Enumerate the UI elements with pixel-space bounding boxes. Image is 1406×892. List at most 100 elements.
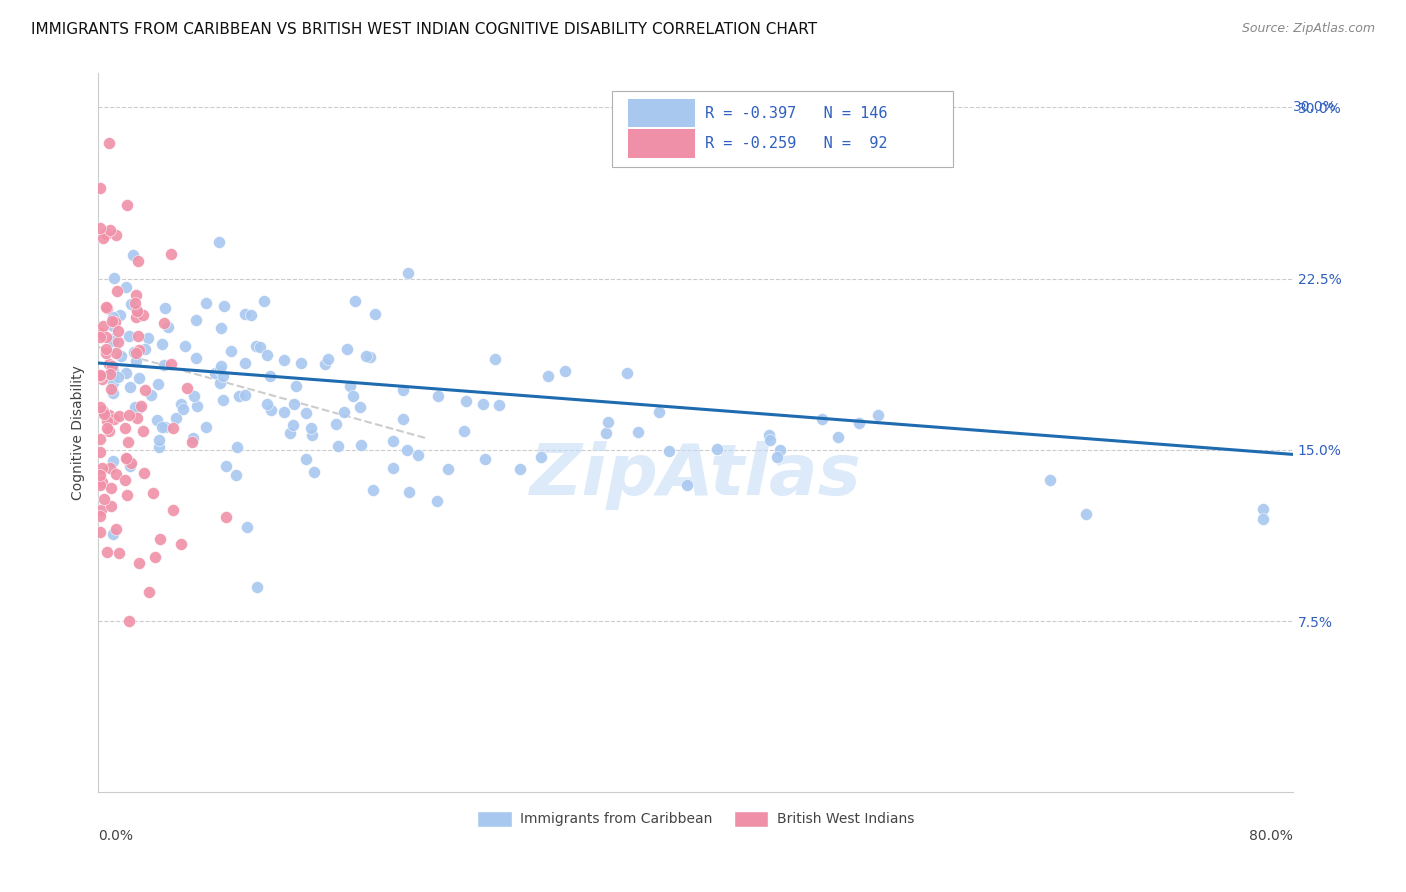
- Point: [246, 580, 269, 594]
- Point: [90, 326, 112, 341]
- Point: [598, 415, 620, 429]
- Point: [94, 345, 117, 359]
- Point: [759, 433, 782, 447]
- Point: [122, 344, 145, 359]
- Point: [1038, 473, 1060, 487]
- Point: [100, 382, 122, 396]
- Point: [406, 449, 429, 463]
- Point: [456, 393, 478, 408]
- Point: [260, 403, 283, 417]
- Point: [392, 412, 415, 426]
- Point: [1074, 508, 1097, 522]
- Point: [212, 392, 235, 407]
- Point: [115, 488, 138, 502]
- Text: ZipAtlas: ZipAtlas: [530, 442, 862, 510]
- Point: [114, 280, 136, 294]
- Point: [142, 486, 165, 500]
- Point: [233, 356, 256, 370]
- Point: [157, 320, 180, 334]
- Point: [105, 284, 128, 298]
- Point: [105, 345, 128, 359]
- Point: [138, 584, 160, 599]
- Point: [706, 442, 728, 456]
- Point: [554, 364, 576, 378]
- Point: [143, 550, 166, 565]
- Point: [117, 435, 139, 450]
- Point: [96, 545, 118, 559]
- Point: [105, 467, 128, 482]
- Point: [209, 321, 232, 335]
- Point: [152, 358, 174, 372]
- Point: [186, 399, 208, 413]
- Point: [103, 454, 125, 468]
- Point: [427, 389, 450, 403]
- Point: [233, 388, 256, 402]
- Point: [127, 328, 149, 343]
- Point: [339, 379, 361, 393]
- Point: [273, 405, 295, 419]
- Point: [214, 510, 236, 524]
- Point: [98, 425, 121, 439]
- Point: [114, 451, 136, 466]
- Text: R = -0.397   N = 146: R = -0.397 N = 146: [706, 105, 887, 120]
- Point: [107, 324, 129, 338]
- Legend: Immigrants from Caribbean, British West Indians: Immigrants from Caribbean, British West …: [472, 805, 920, 832]
- Point: [91, 372, 114, 386]
- Point: [301, 428, 323, 442]
- Point: [160, 247, 183, 261]
- Point: [91, 404, 114, 418]
- Point: [537, 368, 560, 383]
- Point: [295, 451, 318, 466]
- Point: [93, 407, 115, 421]
- Point: [124, 400, 146, 414]
- Point: [103, 332, 125, 346]
- Point: [89, 432, 111, 446]
- Point: [295, 406, 318, 420]
- Point: [104, 523, 127, 537]
- Point: [110, 309, 132, 323]
- Point: [100, 482, 122, 496]
- Point: [769, 443, 792, 458]
- Point: [398, 484, 420, 499]
- Point: [96, 330, 118, 344]
- Point: [165, 410, 187, 425]
- Point: [89, 444, 111, 458]
- Point: [382, 434, 405, 448]
- Point: [153, 301, 176, 316]
- Point: [176, 381, 198, 395]
- Point: [120, 456, 142, 470]
- Point: [107, 409, 129, 424]
- Point: [208, 363, 231, 377]
- Point: [118, 614, 141, 628]
- Point: [125, 310, 148, 325]
- Point: [98, 461, 121, 475]
- Point: [488, 398, 510, 412]
- Point: [240, 309, 263, 323]
- Point: [115, 197, 138, 211]
- Point: [103, 334, 125, 348]
- Point: [396, 443, 419, 458]
- Point: [316, 352, 339, 367]
- Point: [249, 340, 271, 354]
- Point: [758, 428, 780, 442]
- Point: [103, 310, 125, 324]
- Point: [215, 459, 238, 474]
- FancyBboxPatch shape: [612, 91, 953, 167]
- Point: [208, 235, 231, 249]
- Text: 0.0%: 0.0%: [98, 829, 134, 843]
- Point: [103, 363, 125, 377]
- Point: [283, 417, 305, 432]
- Point: [150, 419, 173, 434]
- Point: [122, 247, 145, 261]
- Point: [354, 349, 377, 363]
- Point: [96, 342, 118, 356]
- Point: [273, 352, 295, 367]
- Point: [134, 383, 156, 397]
- Point: [360, 350, 382, 364]
- Point: [195, 296, 218, 310]
- Point: [172, 401, 194, 416]
- Point: [349, 401, 371, 415]
- Point: [141, 388, 163, 402]
- Point: [100, 314, 122, 328]
- Point: [209, 376, 232, 391]
